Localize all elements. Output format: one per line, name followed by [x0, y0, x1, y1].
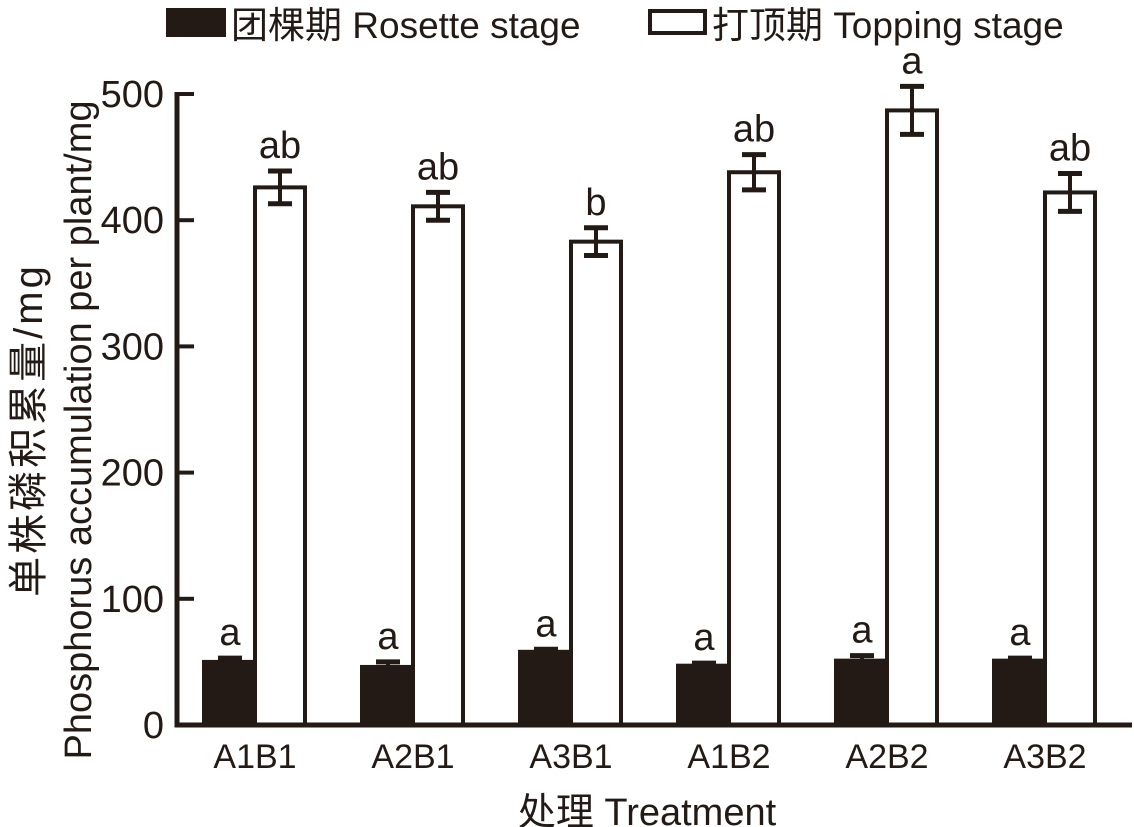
sig-letter-A3B2-rosette: a — [1009, 612, 1031, 654]
bar-rosette-A1B2 — [676, 663, 731, 727]
sig-letter-A2B1-rosette: a — [377, 616, 399, 658]
y-tick-label-100: 100 — [101, 579, 164, 621]
y-tick-label-400: 400 — [101, 200, 164, 242]
sig-letter-A1B1-topping: ab — [259, 125, 301, 167]
bar-rosette-A3B2 — [992, 658, 1047, 727]
sig-letter-A2B2-rosette: a — [851, 610, 873, 652]
category-label-A1B2: A1B2 — [687, 738, 770, 776]
bar-rosette-A2B2 — [834, 658, 889, 727]
bar-rosette-A2B1 — [360, 664, 415, 727]
sig-letter-A3B2-topping: ab — [1049, 128, 1091, 170]
sig-letter-A1B1-rosette: a — [219, 612, 241, 654]
bar-topping-A2B1 — [411, 204, 465, 727]
category-label-A3B2: A3B2 — [1003, 738, 1086, 776]
y-axis-label: 单株磷积累量/mg Phosphorus accumulation per pl… — [4, 40, 104, 820]
sig-letter-A1B2-rosette: a — [693, 617, 715, 659]
category-label-A2B2: A2B2 — [845, 738, 928, 776]
category-label-A2B1: A2B1 — [371, 738, 454, 776]
legend-item-topping: 打顶期 Topping stage — [648, 5, 1064, 46]
y-tick-label-500: 500 — [101, 74, 164, 116]
y-tick-label-0: 0 — [143, 705, 164, 747]
legend-label-topping: 打顶期 Topping stage — [712, 5, 1064, 46]
y-tick-label-300: 300 — [101, 326, 164, 368]
bar-topping-A1B1 — [253, 185, 307, 727]
y-tick-label-200: 200 — [101, 453, 164, 495]
category-label-A1B1: A1B1 — [213, 738, 296, 776]
x-axis-label: 处理 Treatment — [517, 792, 777, 827]
category-label-A3B1: A3B1 — [529, 738, 612, 776]
sig-letter-A1B2-topping: ab — [733, 109, 775, 151]
sig-letter-A2B1-topping: ab — [417, 146, 459, 188]
bar-topping-A1B2 — [727, 170, 781, 727]
topping-open-swatch-icon — [648, 9, 707, 35]
y-axis-label-chinese: 单株磷积累量/mg — [7, 263, 51, 597]
sig-letter-A3B1-topping: b — [585, 182, 606, 224]
bar-topping-A3B1 — [569, 239, 623, 728]
sig-letter-A2B2-topping: a — [901, 40, 923, 82]
bar-topping-A2B2 — [885, 108, 939, 727]
bar-rosette-A1B1 — [202, 659, 257, 728]
legend-label-rosette: 团棵期 Rosette stage — [231, 5, 581, 46]
legend-item-rosette: 团棵期 Rosette stage — [166, 5, 581, 46]
bar-topping-A3B2 — [1043, 190, 1097, 728]
rosette-filled-swatch-icon — [166, 7, 226, 37]
sig-letter-A3B1-rosette: a — [535, 603, 557, 645]
y-axis-label-english: Phosphorus accumulation per plant/mg — [58, 100, 100, 760]
bar-rosette-A3B1 — [518, 649, 573, 728]
